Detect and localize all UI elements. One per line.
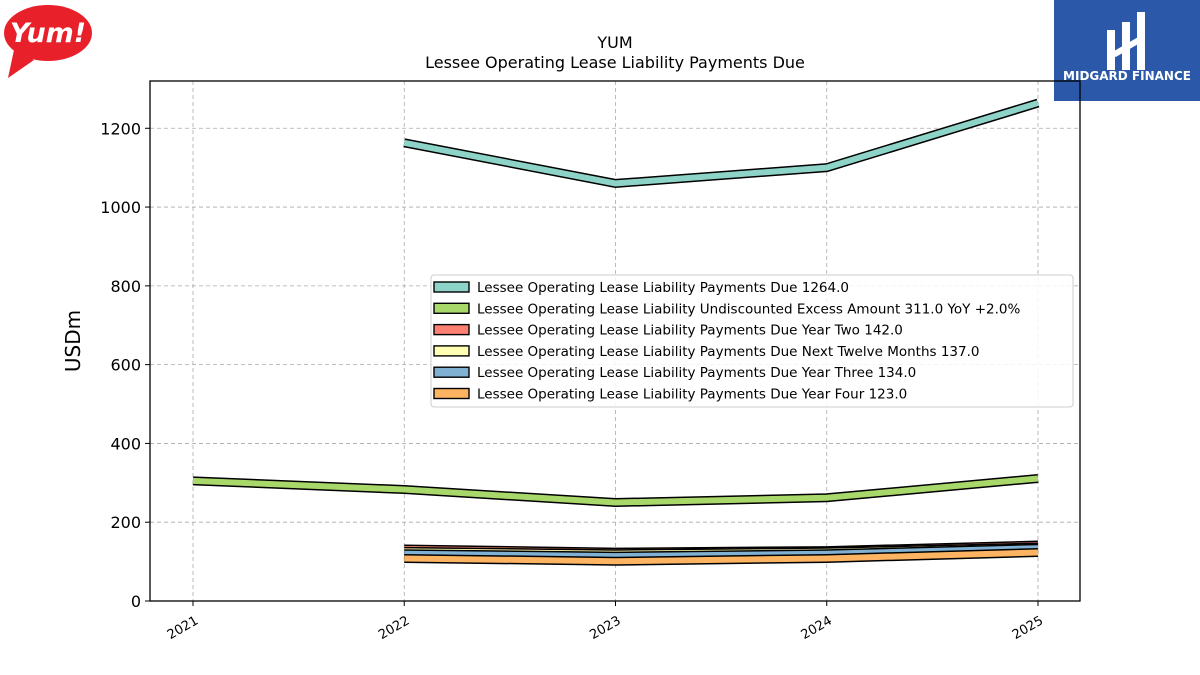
series-line — [403, 100, 1039, 187]
midgard-logo-text: MIDGARD FINANCE — [1063, 69, 1191, 83]
x-tick-label: 2024 — [799, 613, 835, 643]
x-tick-label: 2021 — [165, 613, 201, 643]
series-line — [192, 475, 1039, 506]
midgard-emblem-icon — [1107, 12, 1145, 70]
midgard-finance-logo: MIDGARD FINANCE — [1054, 0, 1200, 101]
y-tick-label: 1000 — [100, 198, 141, 217]
series-line — [404, 545, 1039, 560]
legend-label: Lessee Operating Lease Liability Payment… — [477, 387, 907, 403]
x-tick-label: 2025 — [1010, 613, 1046, 643]
legend-box — [430, 274, 1074, 408]
series-line-outline — [403, 98, 1040, 188]
yum-logo: Yum! — [4, 5, 92, 78]
y-tick-label: 600 — [110, 356, 141, 375]
y-tick-label: 800 — [110, 277, 141, 296]
series-line — [404, 549, 1039, 565]
y-axis-label: USDm — [61, 310, 85, 372]
series-lines — [192, 98, 1040, 566]
chart-subtitle: Lessee Operating Lease Liability Payment… — [425, 53, 805, 72]
yum-logo-text: Yum! — [10, 18, 86, 49]
legend-label: Lessee Operating Lease Liability Payment… — [477, 323, 903, 339]
legend: Lessee Operating Lease Liability Payment… — [430, 274, 1074, 408]
x-axis-ticks: 2021 2022 2023 2024 2025 — [165, 601, 1046, 643]
x-tick-label: 2022 — [376, 613, 412, 643]
legend-label: Lessee Operating Lease Liability Payment… — [477, 344, 979, 360]
legend-label: Lessee Operating Lease Liability Undisco… — [477, 301, 1021, 317]
y-tick-label: 200 — [110, 513, 141, 532]
legend-swatch — [433, 366, 470, 378]
y-tick-label: 1200 — [100, 119, 141, 138]
legend-label: Lessee Operating Lease Liability Payment… — [477, 365, 916, 381]
legend-swatch — [433, 302, 470, 314]
legend-swatch — [433, 281, 470, 293]
y-tick-label: 0 — [131, 592, 141, 611]
legend-label: Lessee Operating Lease Liability Payment… — [477, 280, 849, 296]
legend-swatch — [433, 323, 470, 336]
chart-title: YUM — [596, 33, 632, 52]
x-tick-label: 2023 — [587, 613, 623, 643]
y-axis-ticks: 0 200 400 600 800 1000 1200 — [100, 119, 150, 611]
legend-swatch — [433, 387, 470, 400]
legend-swatch — [433, 345, 470, 357]
y-tick-label: 400 — [110, 434, 141, 453]
